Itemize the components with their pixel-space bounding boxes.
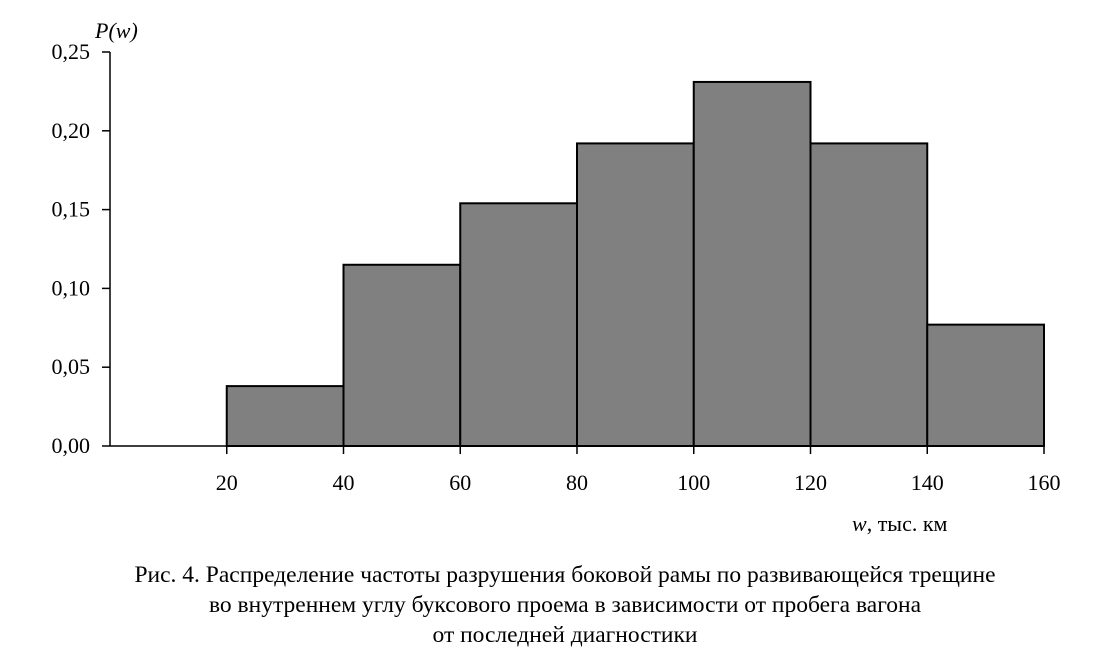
x-tick-label: 140 [911, 470, 944, 495]
x-axis-unit: , тыс. км [867, 511, 948, 536]
x-tick-label: 120 [794, 470, 827, 495]
histogram-bar-4 [692, 80, 812, 447]
x-axis-title: w, тыс. км [852, 511, 948, 536]
histogram-bar-3 [576, 142, 695, 448]
y-tick-label: 0,05 [52, 354, 91, 379]
x-tick-label: 40 [333, 470, 355, 495]
y-tick-label: 0,15 [52, 197, 91, 222]
caption-line-1: Рис. 4. Распределение частоты разрушения… [134, 562, 996, 588]
x-tick-label: 60 [449, 470, 471, 495]
y-tick-label: 0,20 [52, 118, 91, 143]
y-axis-title: P(w) [94, 18, 138, 43]
caption-line-3: от последней диагностики [432, 622, 698, 648]
figure-caption: Рис. 4. Распределение частоты разрушения… [0, 560, 1097, 650]
histogram-chart: 0,00 0,05 0,10 0,15 0,20 0,25 20 40 60 80 100 120 14… [52, 18, 1061, 536]
histogram-bar-6 [926, 323, 1045, 448]
x-tick-label: 160 [1028, 470, 1061, 495]
histogram-bar-0 [225, 385, 345, 447]
y-tick-label: 0,00 [52, 433, 91, 458]
x-axis-variable: w [852, 511, 867, 536]
histogram-bar-1 [342, 263, 462, 448]
x-tick-label: 100 [677, 470, 710, 495]
x-tick-label: 20 [216, 470, 238, 495]
x-tick-label: 80 [566, 470, 588, 495]
histogram-bar-2 [459, 202, 578, 447]
y-tick-label: 0,25 [52, 39, 91, 64]
y-tick-label: 0,10 [52, 275, 91, 300]
histogram-bar-5 [809, 142, 929, 448]
caption-line-2: во внутреннем углу буксового проема в за… [208, 592, 922, 618]
